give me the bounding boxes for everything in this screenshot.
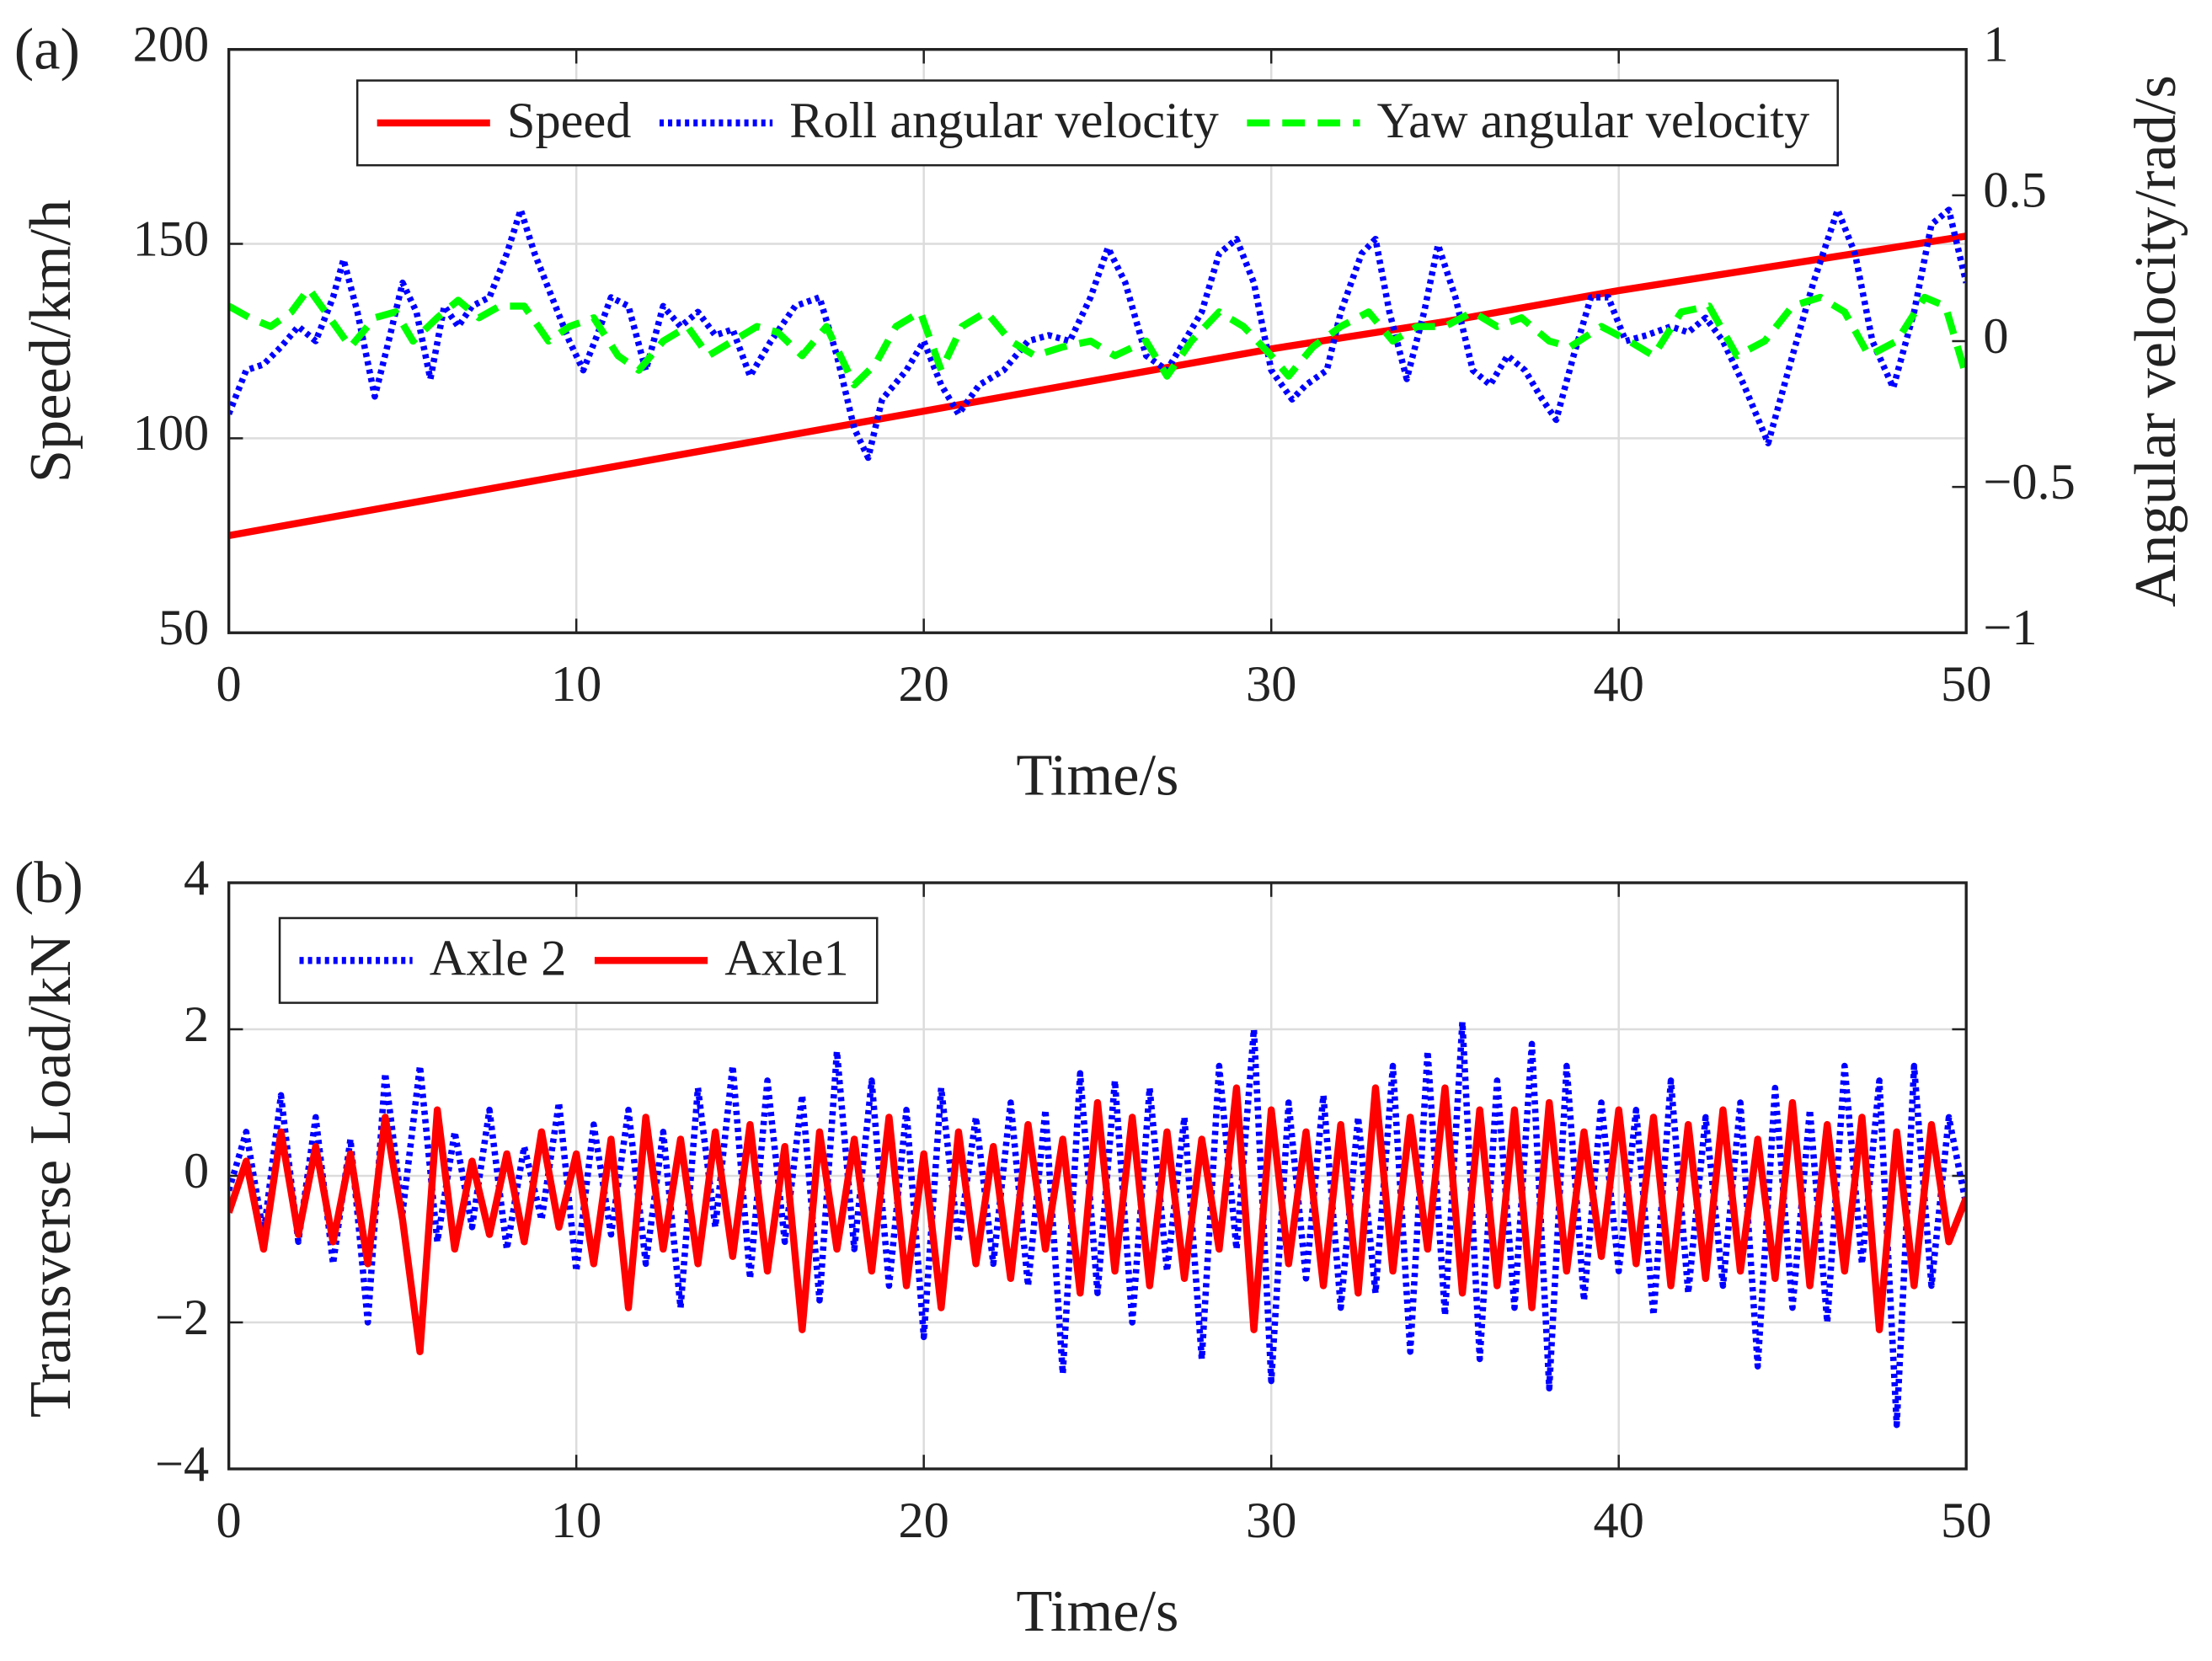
x-axis-label: Time/s: [1016, 1578, 1178, 1644]
y-tick-label: −4: [155, 1436, 209, 1493]
series-line: [228, 285, 1967, 389]
series-line: [228, 1084, 1967, 1355]
y2-tick-label: −0.5: [1983, 454, 2076, 510]
x-tick-label: 30: [1246, 656, 1296, 713]
x-tick-label: 10: [551, 656, 601, 713]
series-line: [228, 206, 1967, 462]
x-tick-label: 50: [1941, 1493, 1991, 1549]
legend-label: Axle1: [724, 930, 849, 986]
x-tick-label: 20: [899, 656, 949, 713]
plot-frame: [227, 881, 1968, 1471]
y-tick-label: 100: [133, 405, 210, 462]
x-tick-label: 10: [551, 1493, 601, 1549]
x-tick-label: 40: [1594, 656, 1644, 713]
y-tick-label: −2: [155, 1290, 209, 1346]
x-tick-label: 0: [216, 656, 242, 713]
plot-frame: [227, 48, 1968, 634]
legend-label: Speed: [507, 93, 632, 149]
panel-label: (b): [14, 850, 83, 916]
legend-label: Yaw angular velocity: [1377, 93, 1810, 149]
y-tick-label: 50: [158, 600, 209, 656]
panel-label: (a): [14, 17, 80, 83]
y-tick-label: 200: [133, 17, 210, 73]
y-tick-label: 150: [133, 211, 210, 267]
y2-tick-label: 0: [1983, 308, 2008, 365]
x-tick-label: 40: [1594, 1493, 1644, 1549]
series-line: [228, 232, 1967, 539]
x-axis-label: Time/s: [1016, 742, 1178, 808]
x-tick-label: 20: [899, 1493, 949, 1549]
x-tick-label: 50: [1941, 656, 1991, 713]
y2-tick-label: 0.5: [1983, 163, 2046, 219]
y2-tick-label: 1: [1983, 17, 2008, 73]
legend-box: [355, 79, 1839, 167]
y-tick-label: 4: [184, 850, 209, 906]
x-tick-label: 0: [216, 1493, 242, 1549]
legend: Speed Roll angular velocity Yaw angular ve…: [355, 79, 1839, 167]
y-axis-label: Speed/km/h: [18, 200, 83, 483]
y-tick-label: 0: [184, 1143, 209, 1199]
y2-axis-label: Angular velocity/rad/s: [2123, 75, 2188, 607]
legend: Axle 2 Axle1: [278, 916, 879, 1004]
y-tick-label: 2: [184, 996, 209, 1053]
series-line: [228, 1018, 1967, 1429]
legend-label: Axle 2: [430, 930, 567, 986]
y-axis-label: Transverse Load/kN: [18, 934, 83, 1418]
legend-label: Roll angular velocity: [789, 93, 1219, 149]
x-tick-label: 30: [1246, 1493, 1296, 1549]
y2-tick-label: −1: [1983, 600, 2037, 656]
